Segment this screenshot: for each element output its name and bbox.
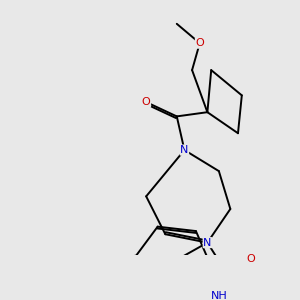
Text: O: O: [247, 254, 255, 265]
Text: N: N: [180, 145, 189, 155]
Text: O: O: [142, 97, 151, 107]
Text: O: O: [195, 38, 204, 48]
Text: N: N: [203, 238, 212, 248]
Text: NH: NH: [211, 291, 227, 300]
